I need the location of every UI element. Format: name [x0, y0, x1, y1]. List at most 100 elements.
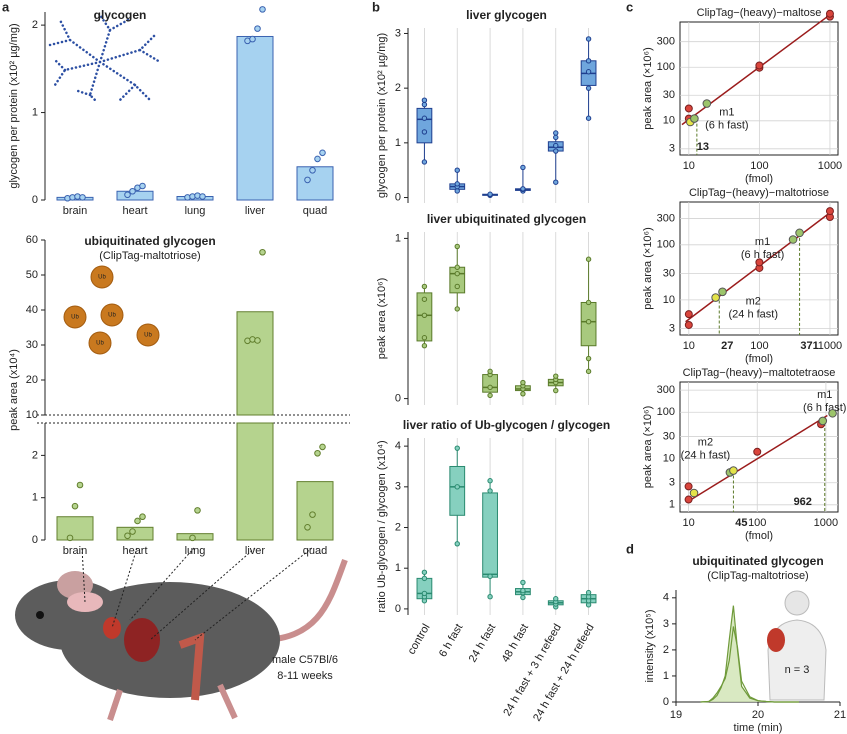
- y-tick-label: 100: [657, 61, 675, 73]
- marker-sublabel: (6 h fast): [803, 402, 846, 414]
- data-point: [553, 142, 559, 149]
- data-point: [553, 134, 559, 141]
- x-tick-label: quad: [303, 545, 327, 557]
- data-point: [249, 35, 256, 43]
- data-point: [304, 176, 311, 184]
- data-point: [199, 193, 206, 200]
- sample-point: [729, 466, 738, 475]
- y-axis-label: peak area (×10⁶): [642, 227, 654, 310]
- standard-point: [684, 320, 693, 329]
- sample-point: [795, 228, 804, 238]
- chart-title: ClipTag−(heavy)−maltose: [697, 7, 822, 19]
- chart-subtitle: (ClipTag-maltotriose): [99, 250, 200, 262]
- data-point: [520, 164, 526, 171]
- data-point: [309, 511, 316, 518]
- data-point: [520, 579, 526, 586]
- x-tick-label: 1000: [818, 160, 842, 172]
- bar: [56, 516, 94, 541]
- box: [482, 492, 498, 578]
- chart-title: liver ubiquitinated glycogen: [427, 212, 586, 226]
- data-point: [76, 481, 84, 489]
- x-tick-label: 100: [750, 160, 768, 172]
- standard-point: [753, 447, 762, 456]
- y-tick-label: 2: [32, 449, 38, 461]
- x-tick-label: lung: [185, 205, 206, 217]
- standard-point: [825, 207, 834, 216]
- x-tick-label: 24 h fast + 3 h refeed: [501, 622, 564, 718]
- x-tick-label: heart: [122, 545, 147, 557]
- y-axis-label: ratio Ub-glycogen / glycogen (x10⁴): [376, 440, 388, 612]
- data-point: [553, 387, 559, 394]
- human-illustration: [767, 590, 827, 701]
- sample-point: [828, 408, 837, 418]
- standard-point: [684, 310, 693, 319]
- y-tick-label: 20: [26, 374, 38, 386]
- y-tick-label: 40: [26, 304, 38, 316]
- data-point: [254, 337, 261, 344]
- mouse-label: male C57Bl/6: [272, 654, 338, 666]
- y-tick-label: 60: [26, 234, 38, 246]
- standard-point: [684, 482, 693, 491]
- data-point: [139, 513, 146, 521]
- data-point: [454, 306, 460, 312]
- y-tick-label: 30: [26, 339, 38, 351]
- marker-value: 27: [721, 340, 733, 352]
- panel-label: a: [2, 0, 10, 14]
- ub-icon: [100, 303, 124, 327]
- marker-value: 13: [697, 141, 709, 153]
- sample-point: [689, 488, 699, 498]
- data-point: [585, 355, 592, 362]
- chart-title: ubiquitinated glycogen: [692, 554, 823, 568]
- data-point: [421, 159, 428, 165]
- bar: [236, 35, 274, 201]
- data-point: [585, 58, 592, 64]
- y-tick-label: 0: [395, 191, 401, 203]
- data-point: [314, 155, 321, 163]
- data-point: [304, 524, 311, 531]
- data-point: [421, 97, 428, 103]
- data-point: [319, 443, 326, 451]
- x-axis-label: time (min): [734, 722, 783, 734]
- data-point: [520, 379, 526, 386]
- x-tick-label: heart: [122, 205, 147, 217]
- data-point: [454, 283, 460, 290]
- y-tick-label: 0: [32, 194, 38, 206]
- data-point: [129, 528, 136, 535]
- data-point: [421, 115, 428, 121]
- marker-label: m2: [698, 436, 713, 448]
- x-tick-label: lung: [185, 545, 206, 557]
- y-tick-label: 3: [669, 477, 675, 489]
- x-tick-label: 19: [670, 709, 682, 721]
- y-axis-label: peak area (×10⁶): [642, 406, 654, 489]
- data-point: [487, 573, 493, 580]
- ub-icon-label: Ub: [71, 315, 79, 321]
- ub-icon-label: Ub: [144, 333, 152, 339]
- bar: [296, 481, 334, 541]
- data-point: [421, 335, 428, 341]
- ub-icon-label: Ub: [96, 341, 104, 347]
- data-point: [585, 256, 592, 262]
- ub-icon-label: Ub: [108, 313, 116, 319]
- x-tick-label: 100: [750, 340, 768, 352]
- data-point: [487, 593, 493, 600]
- standard-point: [684, 495, 693, 504]
- data-point: [124, 191, 131, 199]
- y-tick-label: 1: [663, 670, 669, 682]
- data-point: [124, 532, 131, 540]
- y-tick-label: 2: [395, 82, 401, 94]
- data-point: [454, 188, 460, 194]
- y-tick-label: 30: [663, 268, 675, 280]
- x-tick-label: 21: [834, 709, 846, 721]
- data-point: [309, 166, 316, 174]
- sample-point: [818, 416, 828, 426]
- ub-icon: [136, 323, 160, 347]
- data-point: [454, 264, 460, 270]
- y-tick-label: 0: [663, 696, 669, 708]
- y-tick-label: 10: [663, 294, 675, 306]
- y-tick-label: 3: [395, 27, 401, 39]
- data-point: [129, 187, 136, 195]
- data-point: [487, 384, 493, 391]
- y-tick-label: 1: [395, 232, 401, 244]
- x-axis-label: (fmol): [745, 530, 773, 542]
- y-tick-label: 2: [663, 644, 669, 656]
